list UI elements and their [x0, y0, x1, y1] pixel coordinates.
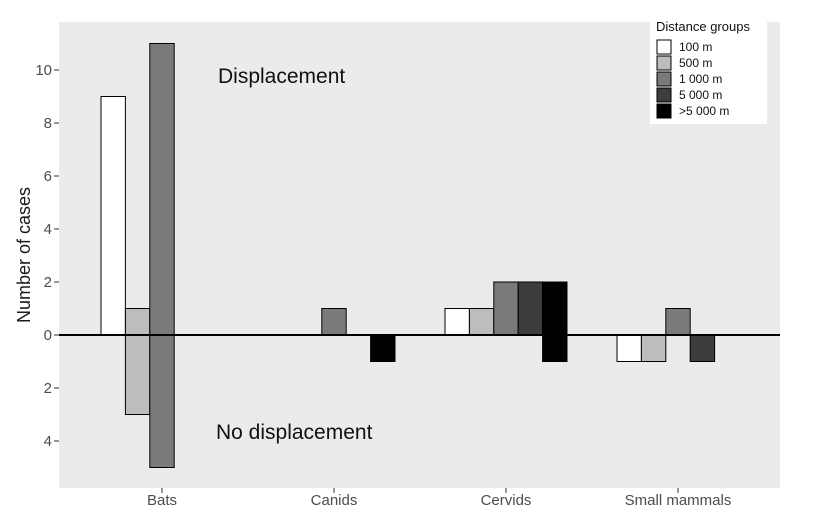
bar-no-displacement	[689, 334, 716, 362]
bar-no-displacement	[124, 334, 151, 415]
bar-displacement	[100, 96, 126, 336]
bar-displacement	[665, 308, 691, 336]
bar-no-displacement	[370, 334, 396, 362]
bar-displacement	[124, 308, 151, 336]
bar-displacement	[542, 281, 568, 336]
bar-displacement	[444, 308, 470, 336]
y-tick-label: 8	[44, 115, 52, 132]
y-axis: 10 8 6 4 2 0 2 4	[35, 62, 59, 450]
bar-no-displacement	[616, 334, 642, 362]
displacement-annotation: Displacement	[218, 65, 345, 88]
bar-displacement	[493, 281, 519, 336]
legend-swatch	[656, 55, 672, 71]
legend-label: >5 000 m	[679, 104, 729, 118]
legend-label: 5 000 m	[679, 88, 722, 102]
y-tick-label: 2	[44, 380, 52, 397]
bar-no-displacement	[640, 334, 667, 362]
legend-label: 1 000 m	[679, 72, 722, 86]
x-tick-label: Bats	[147, 492, 177, 509]
y-tick-label: 4	[44, 433, 52, 450]
bar-displacement	[321, 308, 347, 336]
legend-swatch	[656, 103, 672, 119]
legend: Distance groups 100 m 500 m 1 000 m 5 000 m…	[650, 14, 767, 124]
legend-label: 100 m	[679, 40, 712, 54]
bar-no-displacement	[149, 334, 175, 468]
y-tick-label: 6	[44, 168, 52, 185]
y-tick-label: 4	[44, 221, 52, 238]
y-tick-label: 10	[35, 62, 52, 79]
bar-displacement	[468, 308, 495, 336]
y-tick-label: 0	[44, 327, 52, 344]
bar-displacement	[517, 281, 544, 336]
bar-displacement	[149, 43, 175, 336]
legend-swatch	[656, 71, 672, 87]
legend-label: 500 m	[679, 56, 712, 70]
x-axis: Bats Canids Cervids Small mammals	[147, 488, 731, 509]
legend-swatch	[656, 39, 672, 55]
x-tick-label: Cervids	[481, 492, 532, 509]
bar-no-displacement	[542, 334, 568, 362]
legend-swatch	[656, 87, 672, 103]
no-displacement-annotation: No displacement	[216, 421, 373, 444]
x-tick-label: Small mammals	[625, 492, 732, 509]
bars-layer	[100, 43, 716, 468]
y-tick-label: 2	[44, 274, 52, 291]
x-tick-label: Canids	[311, 492, 358, 509]
legend-title: Distance groups	[656, 19, 750, 34]
y-axis-label: Number of cases	[14, 187, 34, 323]
